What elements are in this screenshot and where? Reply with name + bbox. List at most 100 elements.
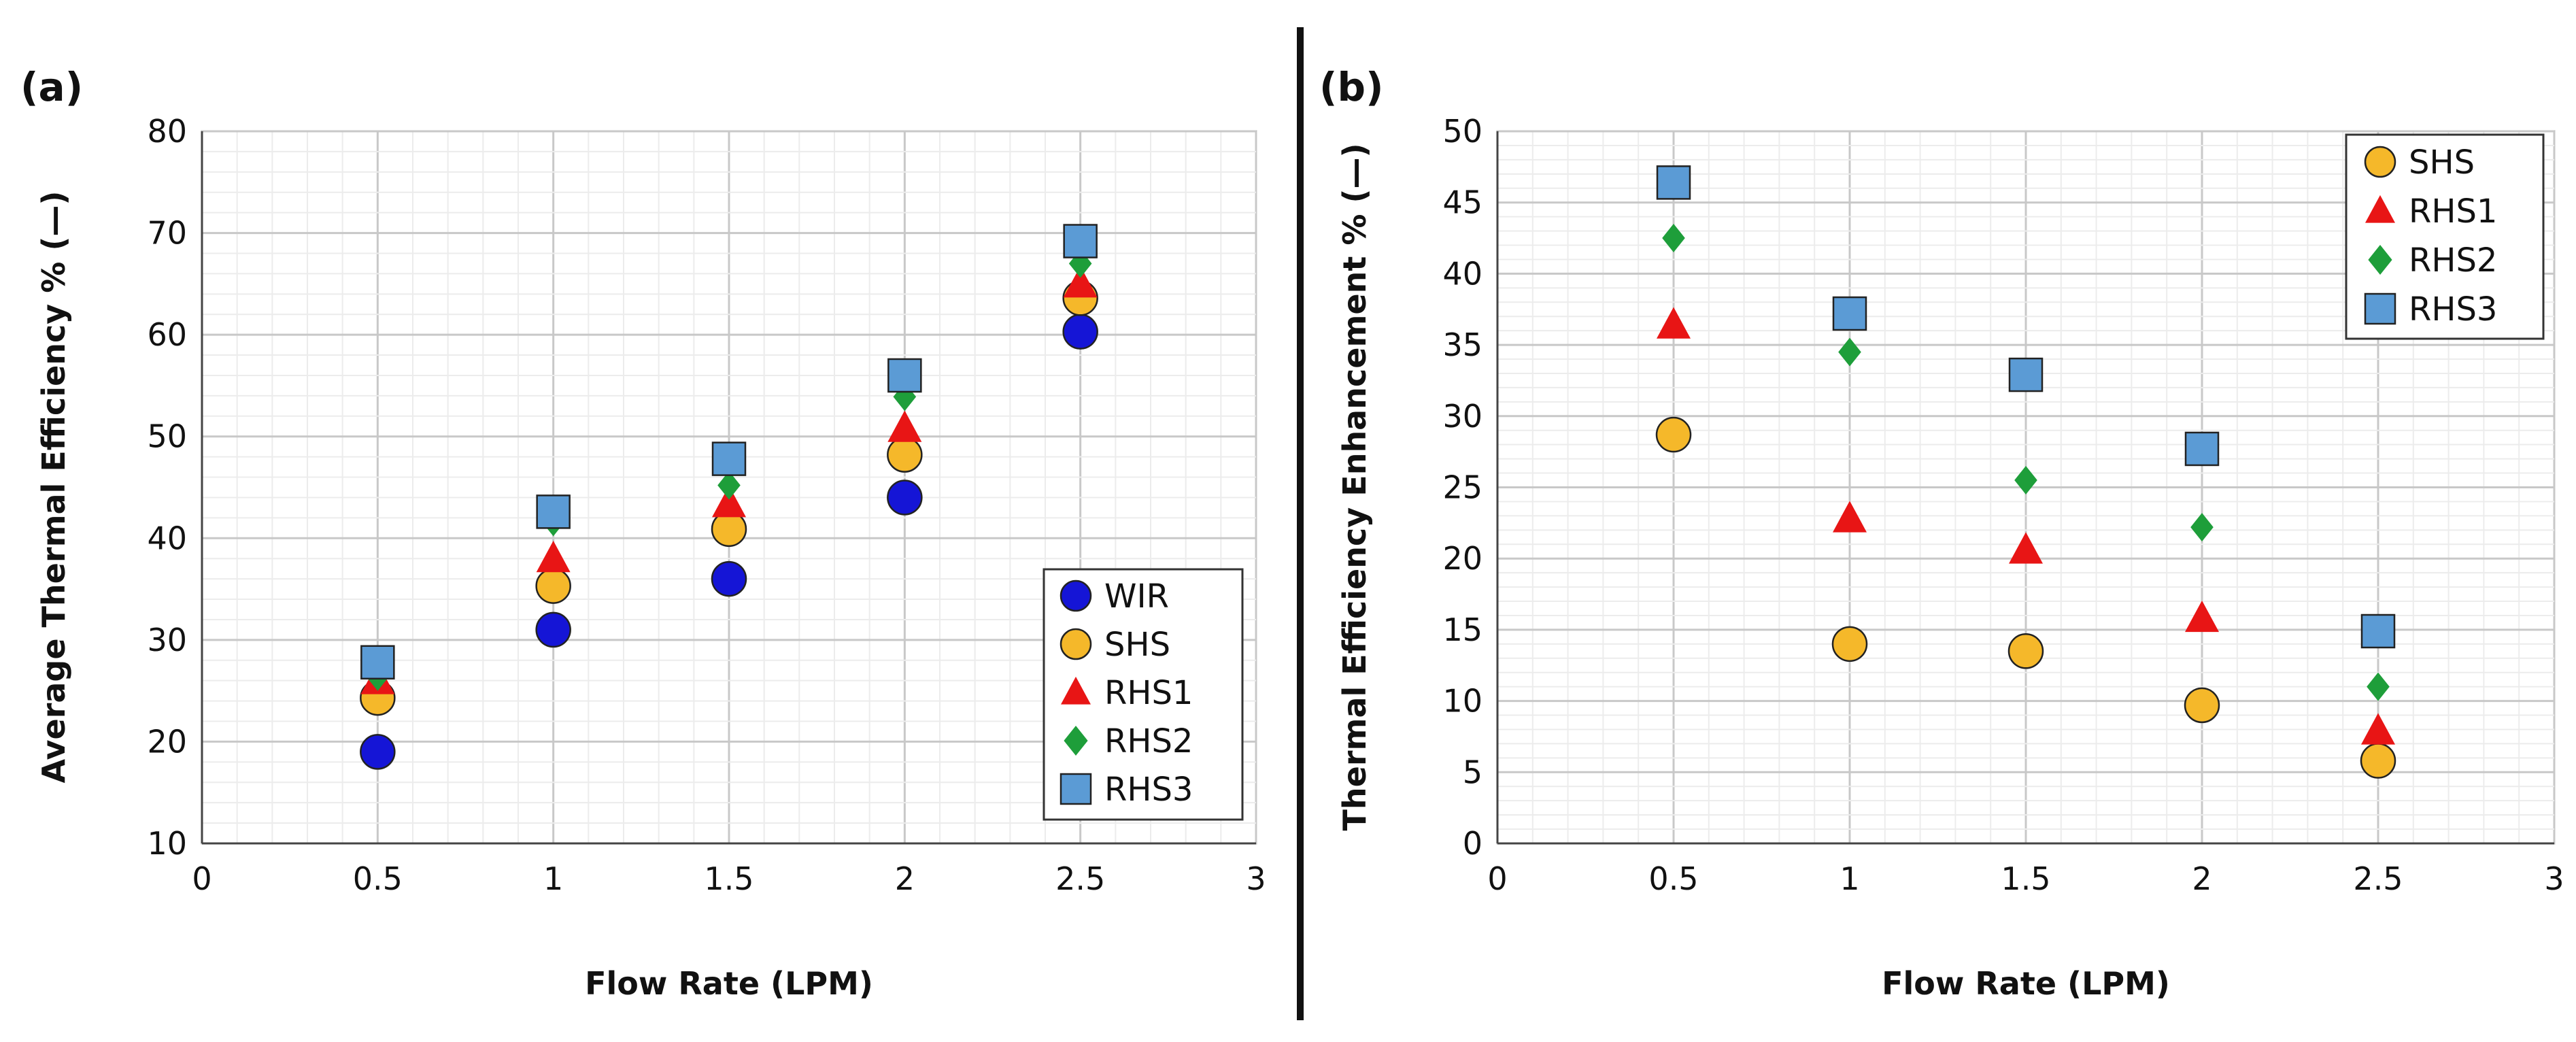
legend-marker-shs <box>2364 146 2396 178</box>
y-tick-label: 80 <box>147 113 187 150</box>
legend-label-rhs3: RHS3 <box>1104 771 1193 809</box>
x-tick-label: 1 <box>543 860 563 897</box>
y-tick-label: 5 <box>1463 754 1482 790</box>
point-shs <box>887 437 923 473</box>
y-tick-label: 35 <box>1442 326 1482 363</box>
x-tick-label: 0 <box>1487 860 1507 897</box>
x-ticks-a: 0 0.5 1 1.5 2 2.5 3 <box>192 860 1266 897</box>
y-tick-label: 15 <box>1442 611 1482 648</box>
x-tick-label: 2 <box>2192 860 2211 897</box>
legend-label-shs: SHS <box>2409 144 2475 182</box>
point-rhs3 <box>2184 431 2220 467</box>
x-tick-label: 0 <box>192 860 211 897</box>
point-rhs3 <box>1063 224 1098 258</box>
point-rhs2 <box>2190 513 2214 542</box>
x-tick-label: 2.5 <box>1055 860 1105 897</box>
point-rhs2 <box>2014 466 2037 495</box>
point-rhs1 <box>1657 307 1691 339</box>
point-rhs2 <box>717 471 741 500</box>
point-rhs3 <box>1832 296 1867 331</box>
y-tick-label: 60 <box>147 316 187 353</box>
marks-a <box>360 224 1098 770</box>
y-tick-label: 50 <box>1442 113 1482 150</box>
point-wir <box>711 560 747 597</box>
point-rhs2 <box>1662 224 1685 253</box>
x-tick-label: 2 <box>895 860 915 897</box>
point-shs <box>2184 687 2220 724</box>
point-rhs3 <box>2008 357 2044 392</box>
point-rhs1 <box>536 540 571 573</box>
legend-marker-wir <box>1060 579 1092 612</box>
point-shs <box>2007 633 2044 669</box>
legend-label-rhs1: RHS1 <box>1104 674 1193 712</box>
legend-marker-rhs1 <box>1061 676 1091 705</box>
point-rhs1 <box>712 486 746 518</box>
legend-label-wir: WIR <box>1104 577 1169 616</box>
point-rhs1 <box>2185 600 2219 633</box>
x-tick-label: 3 <box>2544 860 2564 897</box>
point-rhs1 <box>2361 713 2395 745</box>
marks-b <box>1655 165 2396 779</box>
legend-label-rhs1: RHS1 <box>2409 192 2497 231</box>
chart-panel-a: (a) 10 20 30 40 50 60 70 80 0 0.5 1 1.5 2 2.5 3 Avera… <box>20 64 1266 1002</box>
x-axis-title-a: Flow Rate (LPM) <box>585 965 873 1002</box>
x-tick-label: 2.5 <box>2353 860 2403 897</box>
y-tick-label: 30 <box>147 622 187 658</box>
x-tick-label: 0.5 <box>353 860 403 897</box>
legend-b: SHS RHS1 RHS2 RHS3 <box>2345 133 2545 340</box>
chart-panel-b: (b) 0 5 10 15 20 25 30 35 40 45 50 0 0.5 1 1.5 2 2.5 3 T… <box>1319 64 2564 1002</box>
point-shs <box>1831 626 1868 662</box>
point-shs <box>535 568 571 604</box>
legend-label-shs: SHS <box>1104 626 1170 664</box>
point-wir <box>1062 314 1098 350</box>
x-tick-label: 1 <box>1840 860 1859 897</box>
legend-a: WIR SHS RHS1 RHS2 RHS3 <box>1043 568 1244 821</box>
y-tick-label: 40 <box>147 520 187 556</box>
point-rhs3 <box>536 494 571 529</box>
point-rhs3 <box>711 441 747 476</box>
point-rhs2 <box>2367 672 2390 701</box>
point-rhs3 <box>887 358 922 393</box>
legend-marker-rhs1 <box>2365 195 2395 223</box>
legend-marker-rhs2 <box>2368 245 2392 275</box>
y-tick-label: 10 <box>147 825 187 862</box>
point-wir <box>535 611 571 648</box>
x-tick-label: 1.5 <box>2001 860 2050 897</box>
y-tick-label: 25 <box>1442 469 1482 506</box>
legend-label-rhs2: RHS2 <box>2409 241 2497 280</box>
x-ticks-b: 0 0.5 1 1.5 2 2.5 3 <box>1487 860 2564 897</box>
panel-a-label: (a) <box>20 64 83 110</box>
point-rhs1 <box>2009 532 2043 564</box>
y-tick-label: 20 <box>147 723 187 760</box>
legend-marker-rhs3 <box>1060 773 1092 805</box>
point-shs <box>1655 416 1692 453</box>
point-rhs1 <box>1833 501 1867 533</box>
grid-a <box>201 130 1257 845</box>
y-tick-label: 0 <box>1463 825 1482 862</box>
point-wir <box>360 734 396 770</box>
point-rhs1 <box>887 410 922 442</box>
y-tick-label: 20 <box>1442 540 1482 577</box>
legend-marker-shs <box>1060 628 1092 660</box>
y-tick-label: 45 <box>1442 184 1482 221</box>
legend-marker-rhs3 <box>2364 292 2396 325</box>
y-tick-label: 70 <box>147 215 187 252</box>
point-rhs1 <box>1063 266 1098 298</box>
point-rhs3 <box>2360 614 2396 649</box>
point-shs <box>2360 743 2396 779</box>
y-axis-title-a: Average Thermal Efficiency % (—) <box>35 191 72 784</box>
y-axis-title-b: Thermal Efficiency Enhancement % (—) <box>1336 144 1373 831</box>
legend-label-rhs3: RHS3 <box>2409 290 2497 329</box>
y-tick-label: 30 <box>1442 398 1482 435</box>
y-tick-label: 10 <box>1442 683 1482 720</box>
legend-marker-rhs2 <box>1064 726 1088 756</box>
x-tick-label: 3 <box>1246 860 1266 897</box>
point-rhs3 <box>1656 165 1691 200</box>
x-tick-label: 1.5 <box>704 860 753 897</box>
point-rhs3 <box>360 645 395 680</box>
legend-label-rhs2: RHS2 <box>1104 722 1193 760</box>
y-tick-label: 40 <box>1442 255 1482 292</box>
y-tick-label: 50 <box>147 418 187 455</box>
y-ticks-a: 10 20 30 40 50 60 70 80 <box>147 113 187 862</box>
